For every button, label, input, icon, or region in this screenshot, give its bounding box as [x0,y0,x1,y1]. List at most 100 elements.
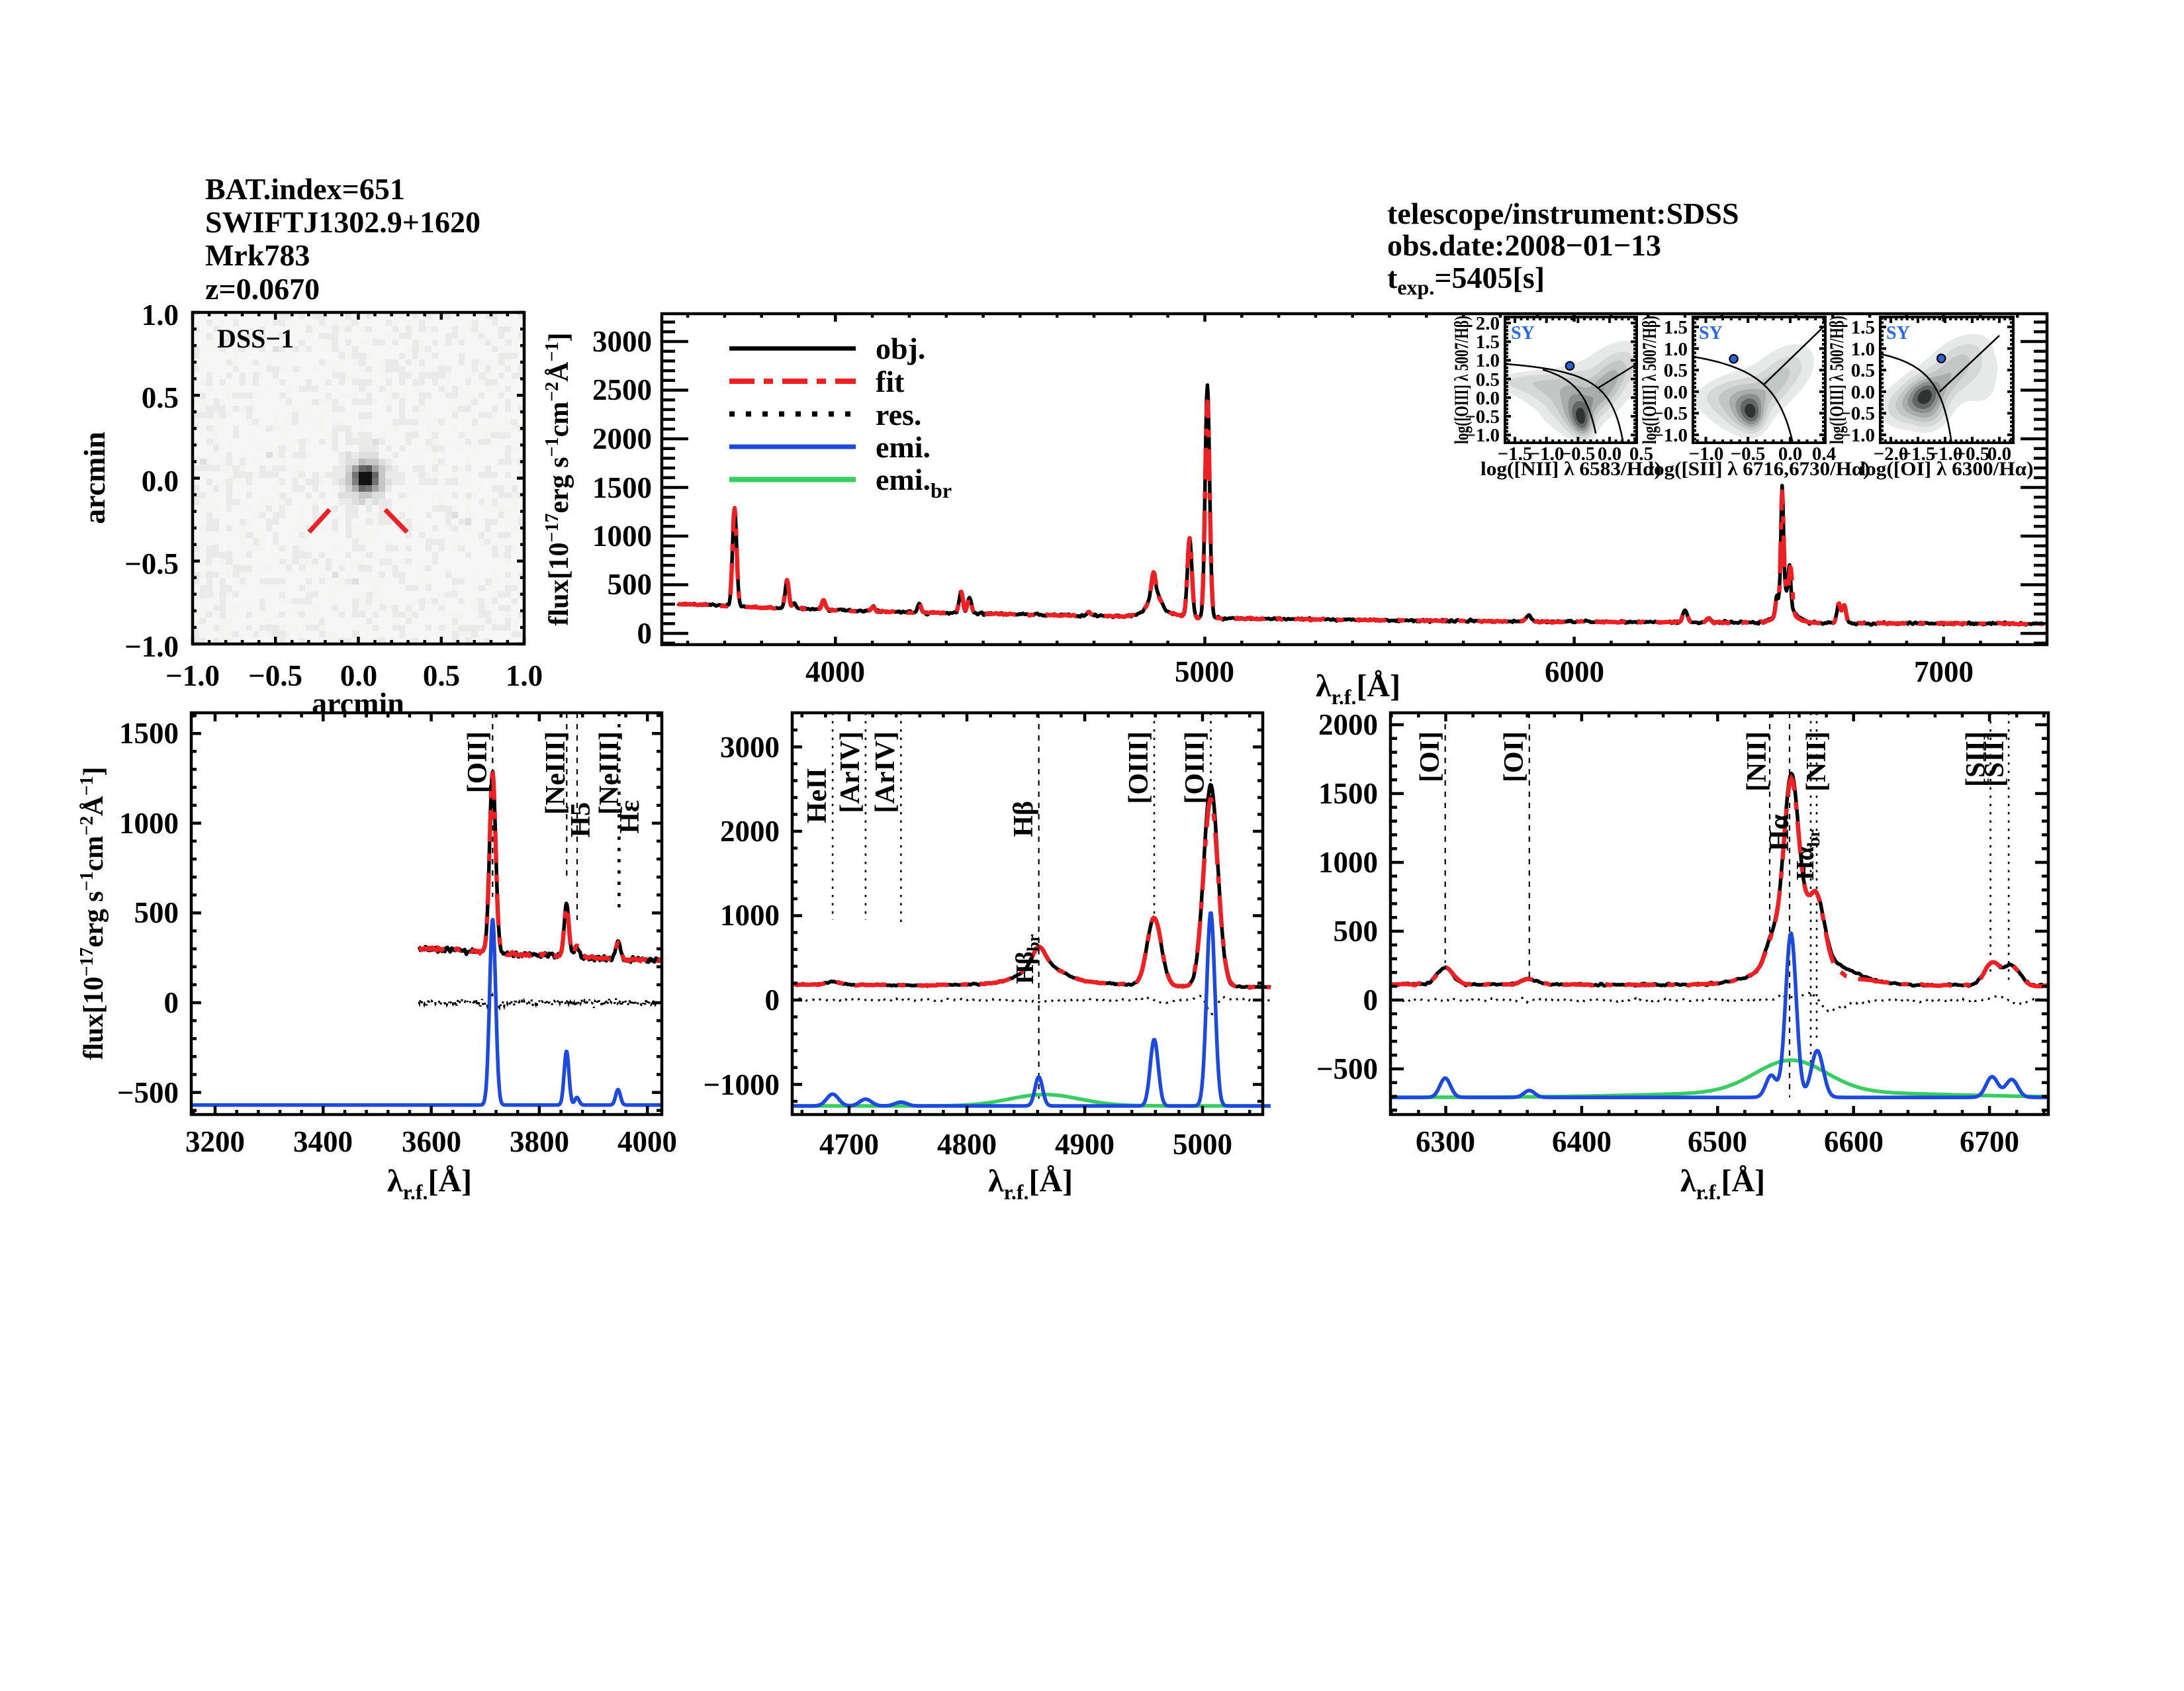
svg-text:flux[10−17erg s−1cm−2Å−1]: flux[10−17erg s−1cm−2Å−1] [77,767,109,1060]
svg-text:3000: 3000 [720,731,780,764]
svg-text:1000: 1000 [592,520,652,553]
svg-text:[OI]: [OI] [1415,731,1445,782]
svg-text:0.0: 0.0 [340,659,377,692]
svg-text:Hα: Hα [1764,813,1795,851]
svg-text:1.0: 1.0 [142,298,179,332]
svg-text:λr.f.[Å]: λr.f.[Å] [387,1164,472,1204]
svg-text:−0.5: −0.5 [1955,443,1990,465]
svg-text:6300: 6300 [1416,1125,1475,1158]
svg-text:3400: 3400 [293,1125,353,1158]
svg-text:1.0: 1.0 [506,659,543,692]
svg-text:[SII]: [SII] [1961,731,1991,787]
svg-text:1500: 1500 [592,471,652,504]
svg-text:1.0: 1.0 [1476,350,1500,371]
svg-text:[OIII]: [OIII] [1180,731,1210,804]
svg-text:telescope/instrument:SDSS: telescope/instrument:SDSS [1387,197,1739,230]
svg-text:0.0: 0.0 [1598,443,1621,465]
svg-text:log([SII] λ 6716,6730/Hα): log([SII] λ 6716,6730/Hα) [1649,458,1870,480]
svg-text:6600: 6600 [1824,1125,1884,1158]
svg-text:−1.0: −1.0 [1689,443,1724,465]
svg-text:−1.0: −1.0 [1928,443,1963,465]
svg-text:−1.0: −1.0 [1529,443,1565,465]
svg-text:1.0: 1.0 [1851,339,1875,360]
svg-text:2000: 2000 [592,422,652,455]
svg-text:obs.date:2008−01−13: obs.date:2008−01−13 [1387,228,1661,262]
svg-text:SY: SY [1886,323,1910,343]
svg-text:flux[10−17erg s−1cm−2Å−1]: flux[10−17erg s−1cm−2Å−1] [542,333,574,626]
svg-text:4000: 4000 [617,1125,677,1158]
svg-text:0: 0 [765,983,780,1017]
svg-text:2000: 2000 [1318,708,1378,741]
svg-text:[NeIII]: [NeIII] [594,731,625,815]
svg-text:0.5: 0.5 [1664,360,1688,381]
svg-text:0.5: 0.5 [142,381,179,414]
svg-text:HeII: HeII [802,768,833,823]
svg-text:SY: SY [1699,323,1723,343]
svg-text:SWIFTJ1302.9+1620: SWIFTJ1302.9+1620 [205,205,480,239]
svg-text:1500: 1500 [119,717,179,750]
svg-text:1.5: 1.5 [1851,317,1875,338]
svg-text:6700: 6700 [1960,1125,2019,1158]
svg-text:λr.f.[Å]: λr.f.[Å] [1680,1164,1765,1204]
svg-text:−0.5: −0.5 [1731,443,1766,465]
svg-text:0.0: 0.0 [1778,443,1802,465]
svg-text:−0.5: −0.5 [248,659,302,692]
svg-text:[OII]: [OII] [463,731,493,793]
svg-text:fit: fit [876,365,905,398]
svg-text:DSS−1: DSS−1 [217,324,294,353]
svg-text:0: 0 [1363,983,1379,1017]
svg-text:log([OIII] λ 5007/Hβ): log([OIII] λ 5007/Hβ) [1451,316,1473,444]
svg-text:−0.5: −0.5 [1840,403,1875,424]
svg-text:0: 0 [637,617,653,650]
svg-text:log([NII] λ 6583/Hα): log([NII] λ 6583/Hα) [1480,458,1661,480]
svg-text:500: 500 [1334,915,1379,948]
svg-text:λr.f.[Å]: λr.f.[Å] [988,1164,1073,1204]
svg-text:1000: 1000 [720,899,780,932]
svg-text:4900: 4900 [1055,1128,1115,1161]
svg-text:0.4: 0.4 [1812,443,1836,465]
svg-text:4700: 4700 [819,1128,879,1161]
svg-text:SY: SY [1511,323,1535,343]
svg-text:1000: 1000 [1318,846,1378,879]
svg-text:res.: res. [876,398,921,432]
svg-text:500: 500 [608,568,653,601]
svg-text:3600: 3600 [402,1125,461,1158]
svg-text:3800: 3800 [510,1125,569,1158]
svg-text:−0.5: −0.5 [1653,403,1688,424]
svg-text:Mrk783: Mrk783 [205,238,310,272]
svg-text:log([OIII] λ 5007/Hβ): log([OIII] λ 5007/Hβ) [1826,316,1848,444]
svg-text:[OI]: [OI] [1499,731,1529,782]
svg-text:0.0: 0.0 [142,465,179,498]
svg-text:−1.0: −1.0 [165,659,220,692]
svg-text:6000: 6000 [1545,655,1604,688]
svg-text:[NII]: [NII] [1801,731,1832,792]
svg-text:z=0.0670: z=0.0670 [205,272,320,306]
svg-text:−1000: −1000 [703,1068,780,1101]
svg-text:5000: 5000 [1173,1128,1232,1161]
svg-text:2.0: 2.0 [1476,313,1500,334]
svg-text:−1.0: −1.0 [1840,425,1875,446]
svg-text:[ArIV]: [ArIV] [870,731,901,813]
svg-text:3000: 3000 [592,325,652,358]
svg-text:5000: 5000 [1175,655,1234,688]
svg-text:−0.5: −0.5 [1465,406,1500,428]
svg-text:[SII]: [SII] [1979,731,2010,787]
svg-text:1.5: 1.5 [1476,332,1500,353]
svg-text:−500: −500 [1316,1052,1378,1085]
svg-text:500: 500 [134,896,179,929]
svg-text:Hβ: Hβ [1009,801,1039,837]
svg-text:0.0: 0.0 [1476,388,1500,409]
svg-text:0.0: 0.0 [1664,382,1688,403]
svg-text:−1.0: −1.0 [124,630,179,663]
svg-text:4800: 4800 [937,1128,997,1161]
svg-text:6400: 6400 [1552,1125,1612,1158]
svg-text:[OIII]: [OIII] [1124,731,1154,804]
svg-text:2000: 2000 [720,815,780,848]
svg-text:−1.5: −1.5 [1901,443,1936,465]
svg-text:[NII]: [NII] [1742,731,1772,792]
svg-text:λr.f.[Å]: λr.f.[Å] [1316,668,1400,709]
svg-text:−1.0: −1.0 [1653,425,1688,446]
svg-text:0.0: 0.0 [1987,443,2011,465]
svg-text:−0.5: −0.5 [1561,443,1596,465]
svg-text:emi.br: emi.br [876,463,952,502]
